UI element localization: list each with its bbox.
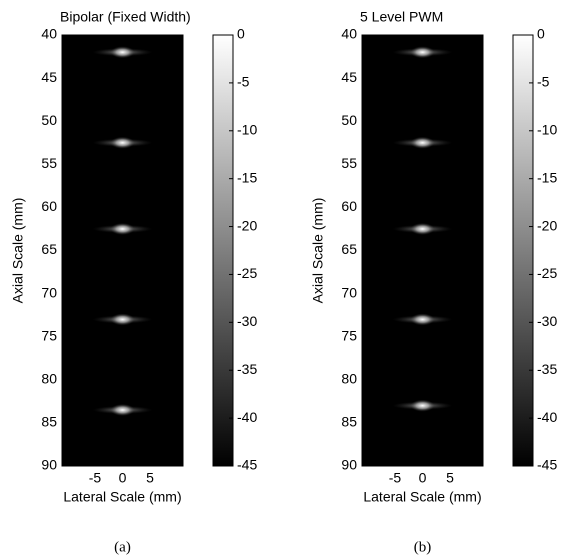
target [410, 222, 435, 235]
colorbar-tick-label: -20 [537, 217, 557, 233]
x-tick-label: 5 [146, 470, 154, 486]
y-tick-label: 55 [341, 155, 357, 171]
colorbar-tick-label: -5 [237, 74, 250, 90]
colorbar-tick-label: -5 [537, 74, 550, 90]
y-axis-label: Axial Scale (mm) [10, 198, 26, 304]
colorbar-tick-label: -45 [237, 457, 257, 473]
colorbar-tick-label: -30 [537, 313, 557, 329]
image-background [62, 35, 183, 466]
colorbar-tick-label: -30 [237, 313, 257, 329]
target [110, 403, 135, 416]
image-background [362, 35, 483, 466]
colorbar-tick-label: -15 [537, 169, 557, 185]
x-tick-label: -5 [89, 470, 102, 486]
x-tick-label: 0 [419, 470, 427, 486]
y-tick-label: 45 [341, 69, 357, 85]
colorbar-tick-label: 0 [537, 26, 545, 42]
target [110, 222, 135, 235]
x-tick-label: -5 [389, 470, 402, 486]
x-tick-label: 0 [119, 470, 127, 486]
colorbar-tick-label: -10 [237, 121, 257, 137]
x-axis-label: Lateral Scale (mm) [63, 489, 181, 505]
y-tick-label: 80 [41, 371, 57, 387]
colorbar [212, 34, 234, 467]
y-tick-label: 45 [41, 69, 57, 85]
y-tick-label: 85 [41, 414, 57, 430]
colorbar-tick-label: -40 [237, 409, 257, 425]
y-tick-label: 60 [341, 198, 357, 214]
y-tick-label: 65 [341, 241, 357, 257]
target [410, 399, 435, 412]
y-tick-label: 60 [41, 198, 57, 214]
colorbar-tick-label: -10 [537, 121, 557, 137]
y-tick-label: 55 [41, 155, 57, 171]
x-tick-label: 5 [446, 470, 454, 486]
target [410, 136, 435, 149]
y-tick-label: 80 [341, 371, 357, 387]
chart-title: Bipolar (Fixed Width) [60, 9, 191, 25]
y-axis-label: Axial Scale (mm) [310, 198, 326, 304]
colorbar-tick-label: 0 [237, 26, 245, 42]
colorbar-tick-label: -15 [237, 169, 257, 185]
y-tick-label: 75 [341, 327, 357, 343]
colorbar-tick-label: -35 [537, 361, 557, 377]
target [110, 46, 135, 59]
y-tick-label: 70 [341, 284, 357, 300]
x-axis-label: Lateral Scale (mm) [363, 489, 481, 505]
y-tick-label: 40 [41, 26, 57, 42]
colorbar-tick-label: -20 [237, 217, 257, 233]
y-tick-label: 90 [41, 457, 57, 473]
y-tick-label: 50 [41, 112, 57, 128]
colorbar-tick-label: -25 [237, 265, 257, 281]
colorbar-tick-label: -45 [537, 457, 557, 473]
colorbar [512, 34, 534, 467]
y-tick-label: 65 [41, 241, 57, 257]
target [410, 313, 435, 326]
chart-title: 5 Level PWM [360, 9, 443, 25]
y-tick-label: 75 [41, 327, 57, 343]
target [110, 136, 135, 149]
colorbar-tick-label: -35 [237, 361, 257, 377]
colorbar-tick-label: -25 [537, 265, 557, 281]
colorbar-tick-label: -40 [537, 409, 557, 425]
y-tick-label: 40 [341, 26, 357, 42]
caption: (a) [114, 539, 131, 555]
target [110, 313, 135, 326]
y-tick-label: 70 [41, 284, 57, 300]
y-tick-label: 50 [341, 112, 357, 128]
caption: (b) [414, 539, 432, 555]
target [410, 46, 435, 59]
y-tick-label: 90 [341, 457, 357, 473]
y-tick-label: 85 [341, 414, 357, 430]
